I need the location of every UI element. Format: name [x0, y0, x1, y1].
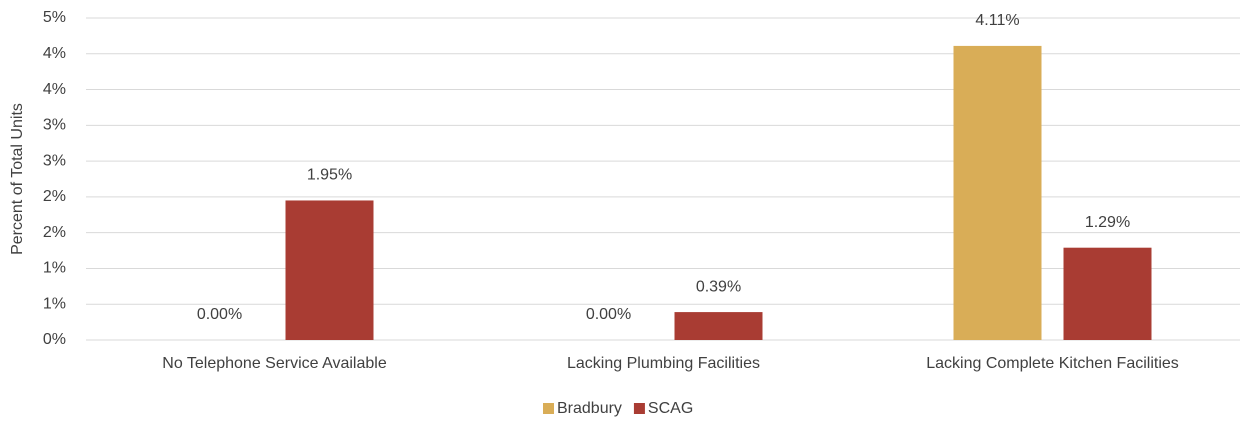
y-tick-label: 1% [43, 260, 66, 277]
y-axis-label: Percent of Total Units [9, 103, 26, 255]
value-label: 4.11% [975, 12, 1019, 29]
value-label: 0.39% [696, 278, 741, 295]
bar [953, 45, 1042, 340]
x-tick-label: Lacking Complete Kitchen Facilities [926, 355, 1179, 372]
y-tick-label: 2% [43, 188, 66, 205]
y-tick-label: 0% [43, 331, 66, 348]
value-label: 1.95% [307, 167, 352, 184]
legend-label: Bradbury [557, 400, 622, 417]
y-tick-label: 5% [43, 9, 66, 26]
bar [1063, 247, 1152, 340]
value-label: 1.29% [1085, 214, 1130, 231]
y-tick-label: 4% [43, 45, 66, 62]
y-tick-label: 3% [43, 152, 66, 169]
legend-label: SCAG [648, 400, 693, 417]
y-tick-label: 3% [43, 117, 66, 134]
y-tick-label: 4% [43, 81, 66, 98]
legend-swatch [543, 403, 554, 414]
value-label: 0.00% [197, 306, 242, 323]
bar [285, 200, 374, 340]
x-tick-label: No Telephone Service Available [162, 355, 387, 372]
bar [674, 312, 763, 340]
x-tick-label: Lacking Plumbing Facilities [567, 355, 760, 372]
legend-swatch [633, 403, 645, 414]
y-tick-label: 1% [43, 295, 66, 312]
y-tick-label: 2% [43, 224, 66, 241]
value-label: 0.00% [586, 306, 631, 323]
